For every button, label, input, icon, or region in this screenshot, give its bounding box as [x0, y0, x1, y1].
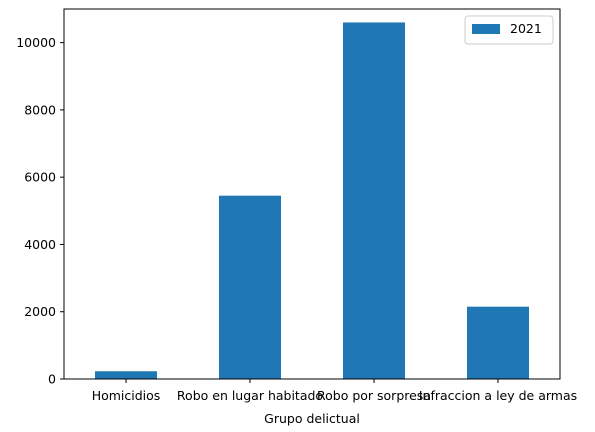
bar-0	[95, 371, 157, 379]
y-tick-label-4: 8000	[24, 102, 56, 117]
y-tick-label-3: 6000	[24, 170, 56, 185]
x-tick-label-2: Robo por sorpresa	[317, 388, 431, 403]
x-tick-label-1: Robo en lugar habitado	[177, 388, 323, 403]
y-tick-label-5: 10000	[16, 35, 56, 50]
y-axis: 0 2000 4000 6000 8000 10000	[16, 35, 64, 387]
bars-group	[95, 22, 529, 379]
y-tick-label-0: 0	[48, 372, 56, 387]
x-tick-label-0: Homicidios	[92, 388, 161, 403]
y-tick-label-1: 2000	[24, 304, 56, 319]
bar-2	[343, 22, 405, 379]
bar-1	[219, 195, 281, 379]
legend-box	[464, 15, 554, 45]
y-tick-label-2: 4000	[24, 237, 56, 252]
legend-swatch	[472, 24, 500, 34]
legend: 2021	[464, 15, 554, 45]
plot-frame	[63, 8, 561, 380]
x-axis-label: Grupo delictual	[264, 411, 360, 426]
legend-label: 2021	[510, 21, 542, 36]
x-tick-label-3: Infraccion a ley de armas	[419, 388, 577, 403]
bar-3	[467, 306, 529, 379]
